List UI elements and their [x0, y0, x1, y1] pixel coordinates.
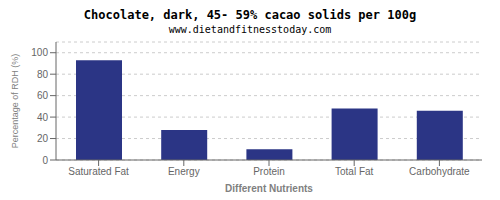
html-text:www.dietandfitnesstoday.com: www.dietandfitnesstoday.com	[168, 24, 332, 35]
svg-text:Protein: Protein	[253, 166, 285, 177]
html-text:Chocolate, dark, 45- 59% cacao: Chocolate, dark, 45- 59% cacao solids pe…	[83, 8, 417, 22]
svg-text:0: 0	[42, 155, 48, 166]
svg-text:80: 80	[37, 69, 49, 80]
svg-text:Total Fat: Total Fat	[335, 166, 374, 177]
svg-text:Saturated Fat: Saturated Fat	[68, 166, 129, 177]
svg-text:100: 100	[31, 47, 48, 58]
svg-text:Different Nutrients: Different Nutrients	[225, 183, 313, 192]
svg-text:60: 60	[37, 90, 49, 101]
svg-text:20: 20	[37, 133, 49, 144]
svg-text:Carbohydrate: Carbohydrate	[409, 166, 470, 177]
svg-text:Percentage of RDH (%): Percentage of RDH (%)	[10, 54, 20, 149]
svg-text:40: 40	[37, 112, 49, 123]
svg-text:Energy: Energy	[168, 166, 200, 177]
